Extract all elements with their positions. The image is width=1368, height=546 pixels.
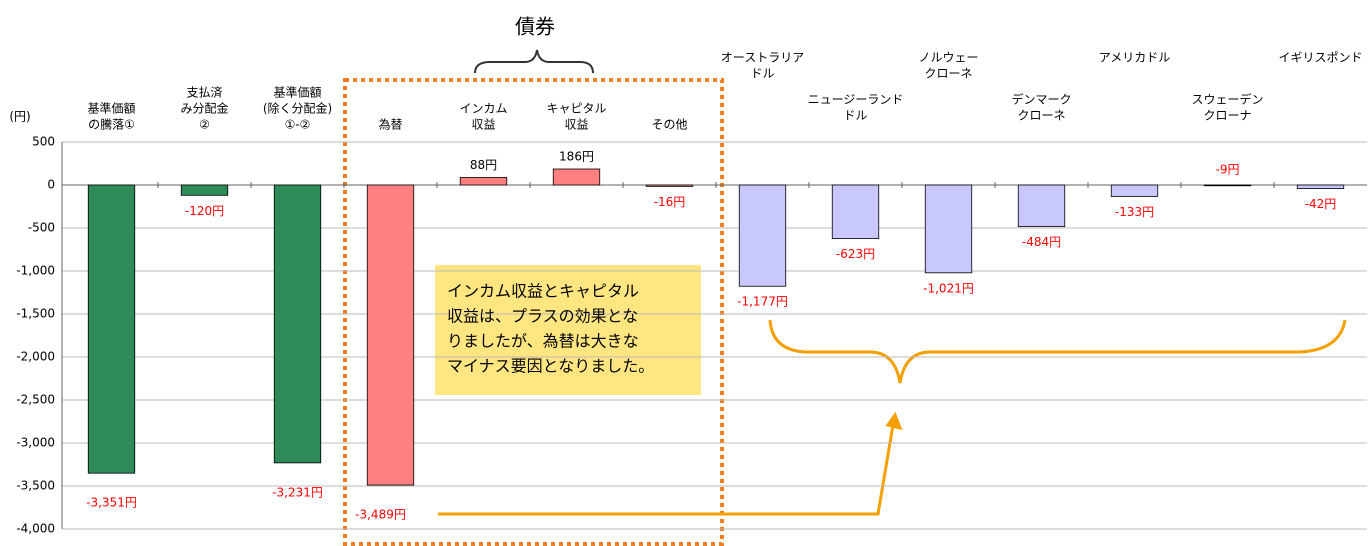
value-label: -16円 bbox=[654, 195, 686, 209]
x-tick-label: 基準価額 bbox=[87, 101, 135, 116]
value-label: -133円 bbox=[1115, 205, 1154, 219]
y-tick-label: -3,000 bbox=[16, 436, 55, 450]
arrow bbox=[438, 424, 895, 516]
bar bbox=[552, 168, 601, 186]
y-tick-label: -1,500 bbox=[16, 307, 55, 321]
y-tick-label: -2,000 bbox=[16, 350, 55, 364]
y-tick-label: 0 bbox=[47, 178, 55, 192]
group-label: 債券 bbox=[515, 15, 555, 39]
y-tick-label: -4,000 bbox=[16, 522, 55, 536]
value-label: -1,021円 bbox=[923, 281, 974, 295]
bar bbox=[1110, 184, 1159, 197]
value-label: -484円 bbox=[1022, 235, 1061, 249]
y-tick-label: -2,500 bbox=[16, 393, 55, 407]
value-label: -42円 bbox=[1305, 197, 1337, 211]
unit-label: (円) bbox=[9, 110, 30, 124]
annotation-text: りましたが、為替は大きな bbox=[447, 332, 639, 351]
bar bbox=[366, 184, 415, 486]
x-tick-label: 基準価額 bbox=[273, 85, 321, 100]
x-tick-label: その他 bbox=[651, 118, 687, 132]
annotation-text: マイナス要因となりました。 bbox=[447, 357, 654, 376]
x-tick-label: ニュージーランド bbox=[808, 93, 904, 107]
x-tick-label: クローナ bbox=[1203, 109, 1251, 123]
currency-brace bbox=[768, 319, 1347, 384]
x-tick-label: イギリスポンド bbox=[1278, 51, 1362, 65]
bar bbox=[273, 184, 322, 464]
y-tick-label: -1,000 bbox=[16, 264, 55, 278]
bar bbox=[1203, 184, 1252, 187]
x-tick-label: ドル bbox=[843, 109, 867, 123]
bar bbox=[1296, 184, 1345, 190]
x-tick-label: ノルウェー bbox=[918, 51, 978, 65]
bar bbox=[738, 184, 787, 287]
value-label: 186円 bbox=[559, 150, 594, 164]
bar bbox=[180, 184, 229, 196]
bar bbox=[1017, 184, 1066, 228]
x-tick-label: の騰落① bbox=[88, 117, 135, 132]
bar bbox=[645, 184, 694, 187]
bar bbox=[924, 184, 973, 274]
x-tick-label: アメリカドル bbox=[1099, 51, 1170, 65]
x-tick-label: キャピタル bbox=[546, 102, 606, 116]
value-label: -3,231円 bbox=[272, 485, 323, 499]
annotation-text: インカム収益とキャピタル bbox=[447, 282, 639, 301]
x-tick-label: スウェーデン bbox=[1191, 92, 1263, 107]
value-label: -9円 bbox=[1216, 162, 1240, 176]
annotation-text: 収益は、プラスの効果とな bbox=[447, 307, 638, 326]
x-tick-label: オーストラリア bbox=[721, 51, 804, 65]
x-tick-label: クローネ bbox=[1017, 109, 1065, 123]
x-tick-label: ①-② bbox=[285, 118, 311, 132]
x-tick-label: デンマーク bbox=[1011, 92, 1071, 107]
value-label: -3,351円 bbox=[86, 496, 137, 510]
x-tick-label: 為替 bbox=[378, 118, 402, 132]
arrow-head bbox=[885, 411, 903, 431]
x-tick-label: 収益 bbox=[564, 118, 588, 132]
x-tick-label: 支払済 bbox=[186, 85, 222, 100]
bar bbox=[459, 177, 508, 186]
value-label: -120円 bbox=[185, 204, 224, 218]
x-tick-label: クローネ bbox=[924, 67, 972, 81]
group-frame bbox=[343, 78, 724, 546]
value-label: -623円 bbox=[836, 247, 875, 261]
group-brace bbox=[474, 49, 594, 74]
x-tick-label: (除く分配金) bbox=[263, 101, 332, 116]
bar bbox=[87, 184, 136, 474]
bar bbox=[831, 184, 880, 239]
annotation-box bbox=[435, 265, 701, 395]
x-tick-label: インカム bbox=[459, 102, 507, 116]
value-label: -3,489円 bbox=[355, 508, 406, 522]
y-tick-label: -3,500 bbox=[16, 479, 55, 493]
y-tick-label: 500 bbox=[32, 135, 55, 149]
value-label: -1,177円 bbox=[737, 295, 788, 309]
x-tick-label: ドル bbox=[750, 67, 774, 81]
y-tick-label: -500 bbox=[28, 221, 55, 235]
x-tick-label: み分配金 bbox=[180, 101, 228, 116]
x-tick-label: 収益 bbox=[471, 118, 495, 132]
x-tick-label: ② bbox=[199, 118, 210, 132]
value-label: 88円 bbox=[470, 158, 497, 172]
